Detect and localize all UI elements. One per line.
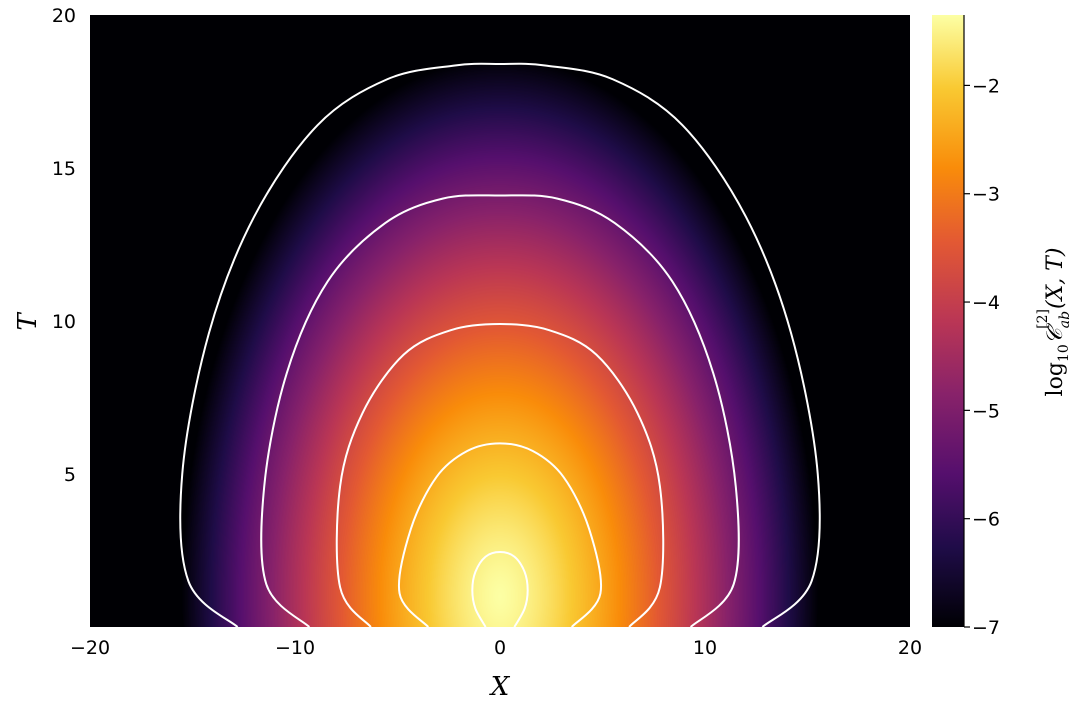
- y-tick-label: 20: [52, 5, 76, 27]
- colorbar-tick-label: −2: [972, 75, 1000, 97]
- colorbar-title: log10𝒞ab[2](X, T): [1035, 248, 1072, 397]
- y-tick-label: 10: [52, 311, 76, 333]
- colorbar-tick-label: −6: [972, 509, 1000, 531]
- heatmap-surface: [90, 15, 910, 627]
- x-tick-label: −10: [275, 637, 315, 659]
- heatmap-canvas: [90, 15, 910, 627]
- y-tick-label: 15: [52, 158, 76, 180]
- colorbar-ticks: −2 −3 −4 −5 −6 −7: [963, 15, 1000, 639]
- contour-line-0: [471, 551, 529, 628]
- x-tick-label: 0: [494, 637, 506, 659]
- x-axis-title: X: [489, 672, 511, 702]
- colorbar-tick-label: −3: [972, 184, 1000, 206]
- contour-line-2: [335, 323, 665, 628]
- colorbar: −2 −3 −4 −5 −6 −7: [932, 15, 1000, 639]
- plot-area: [90, 15, 910, 628]
- y-axis: 5 10 15 20: [52, 5, 76, 486]
- y-tick-label: 5: [64, 464, 76, 486]
- colorbar-gradient: [932, 15, 964, 627]
- contour-lines: [179, 62, 821, 628]
- x-tick-label: −20: [70, 637, 110, 659]
- contour-line-3: [260, 194, 740, 628]
- colorbar-tick-label: −5: [972, 400, 1000, 422]
- colorbar-tick-label: −4: [972, 292, 1000, 314]
- contour-line-1: [397, 442, 603, 628]
- x-tick-label: 10: [693, 637, 717, 659]
- x-axis: −20 −10 0 10 20: [70, 637, 922, 659]
- x-tick-label: 20: [898, 637, 922, 659]
- contour-line-4: [179, 62, 821, 628]
- y-axis-title: T: [13, 312, 43, 331]
- colorbar-tick-label: −7: [972, 617, 1000, 639]
